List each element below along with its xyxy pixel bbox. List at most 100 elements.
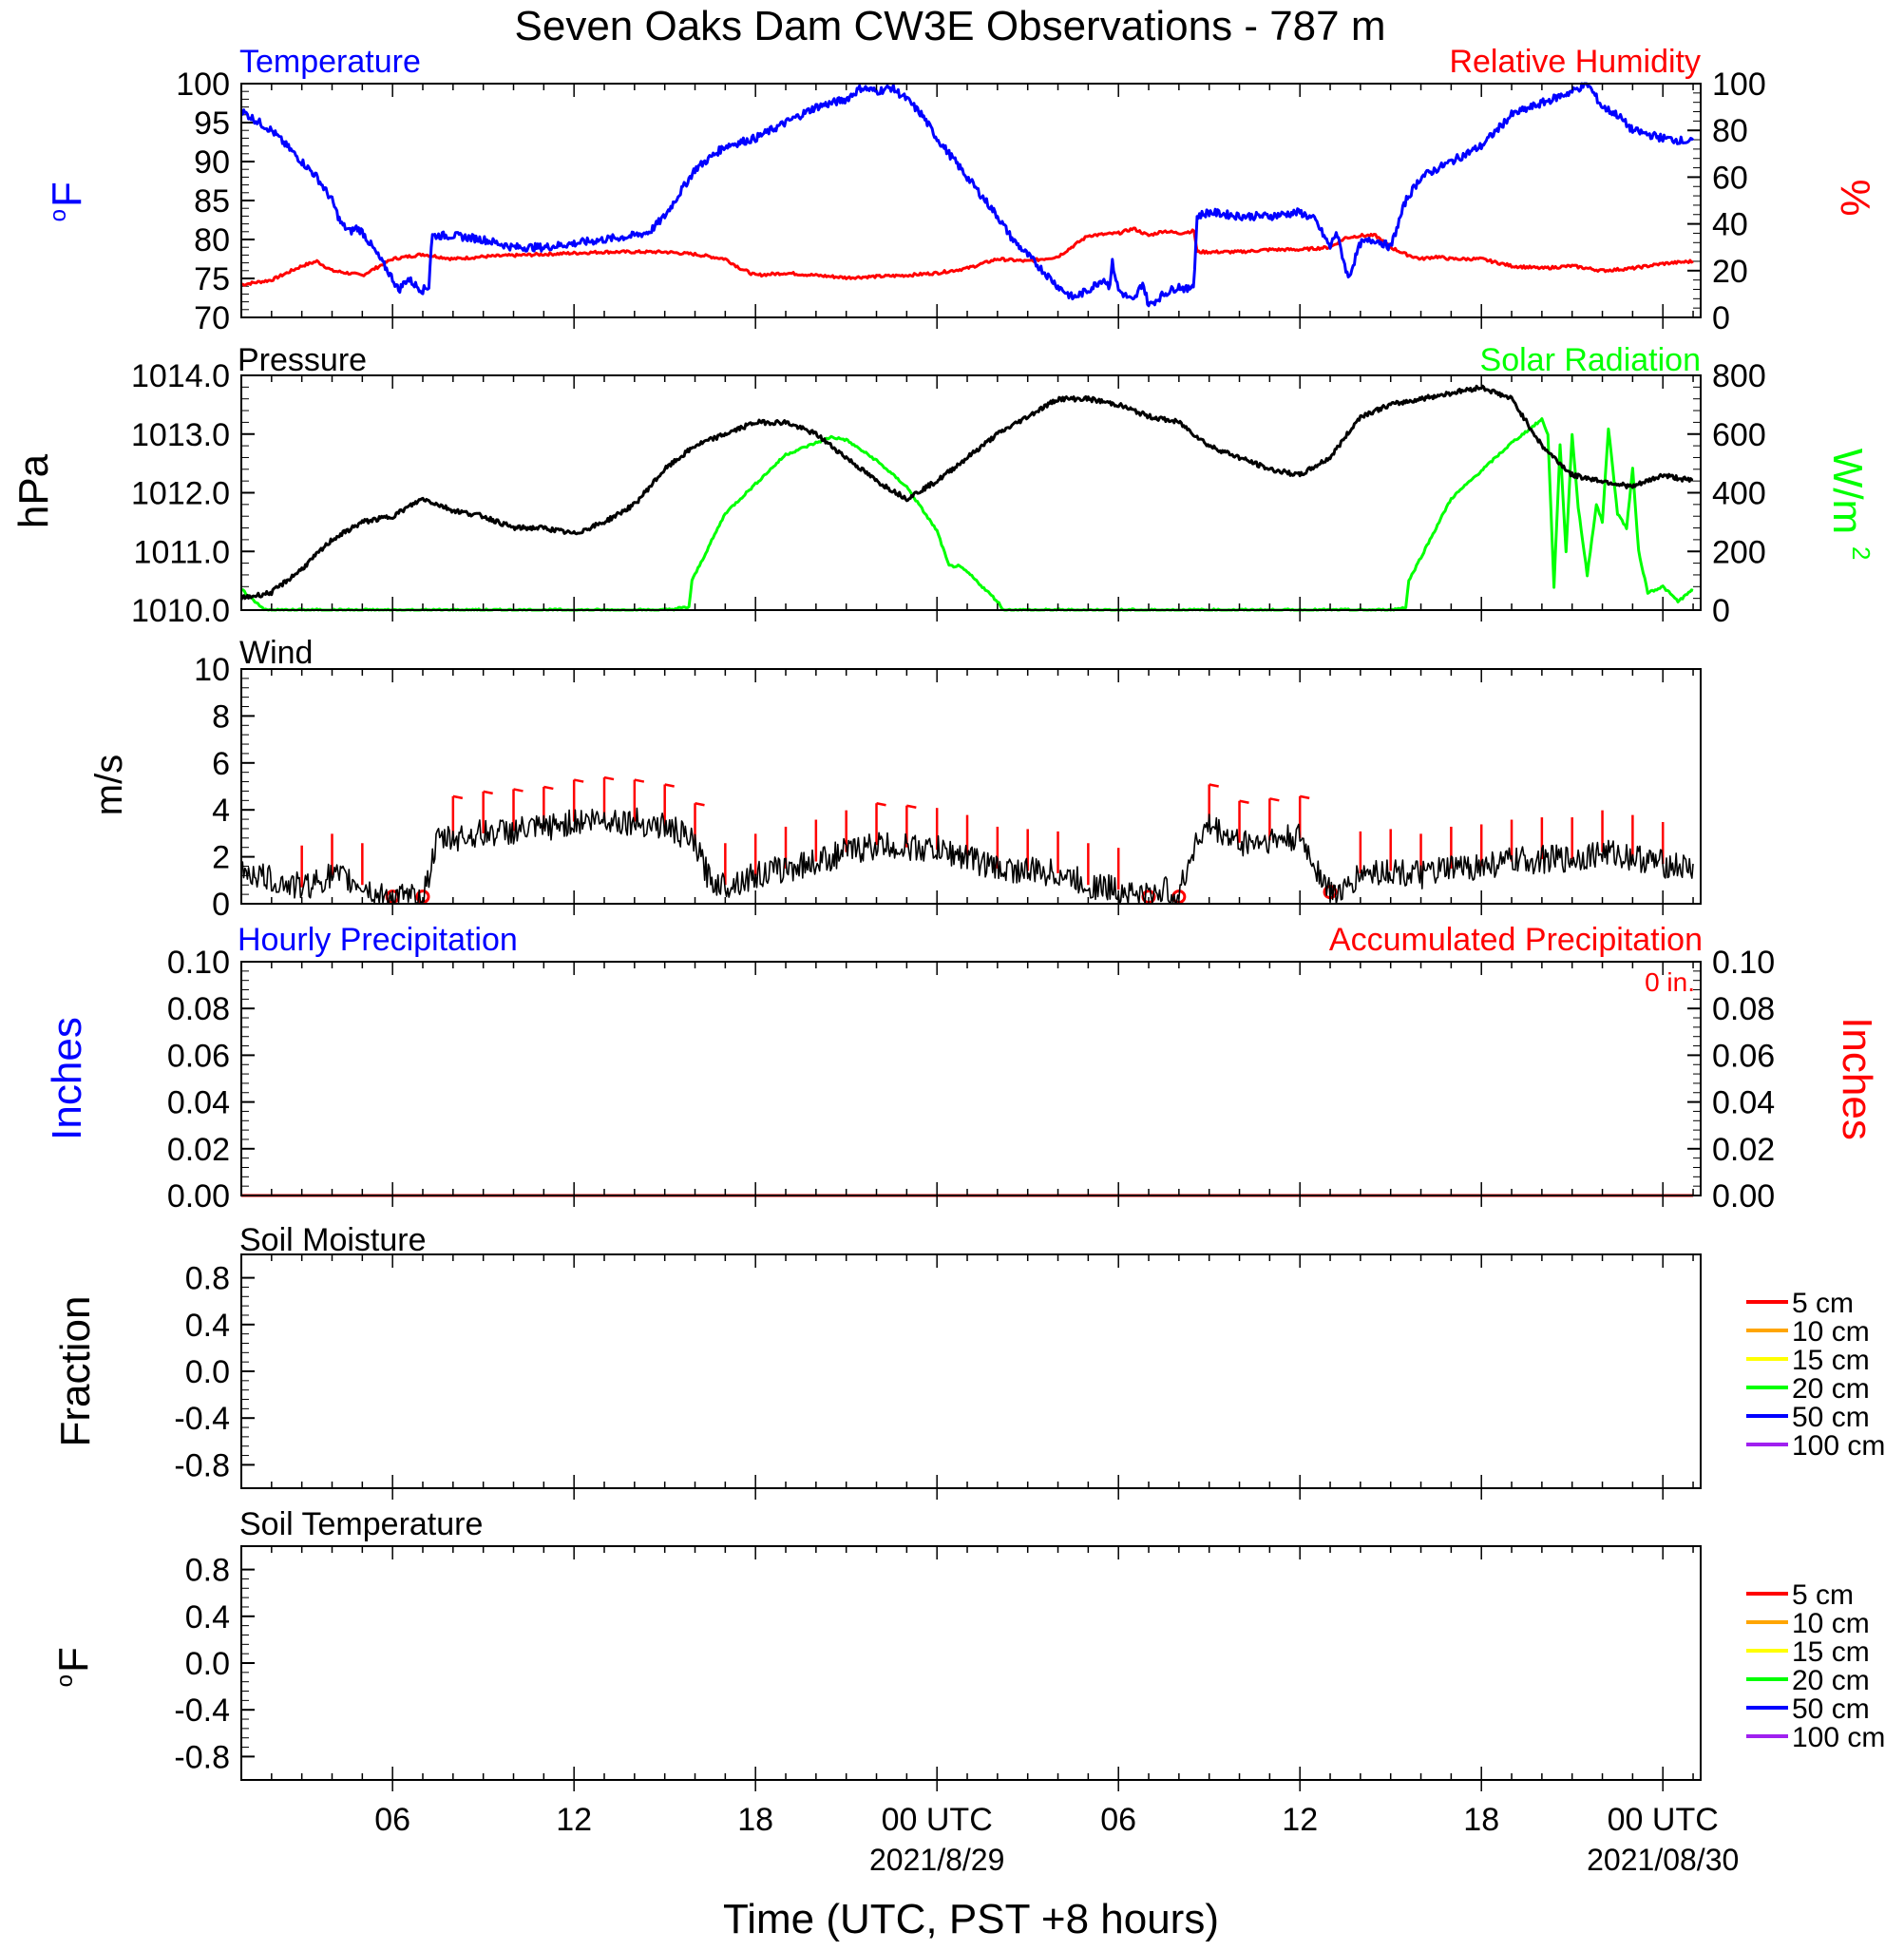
tick-label: 1013.0	[131, 417, 230, 453]
tick-label: 80	[1712, 113, 1748, 149]
tick-label: 0.0	[185, 1646, 230, 1682]
time-tick-label: 00 UTC	[1608, 1802, 1719, 1838]
hourly-precip-tick-labels: 0.00 0.02 0.04 0.06 0.08 0.10	[167, 945, 255, 1215]
wind-barb-flag	[1299, 794, 1310, 800]
tick-label: 8	[212, 698, 230, 735]
tick-label: 20	[1712, 254, 1748, 290]
tick-label: 85	[194, 183, 230, 220]
tick-label: 0.08	[167, 991, 230, 1027]
hourly-precip-ylabel: Inches	[44, 1017, 90, 1140]
tick-label: 95	[194, 105, 230, 142]
time-tick-label: 00 UTC	[882, 1802, 993, 1838]
pressure-tick-labels: 1010.0 1011.0 1012.0 1013.0 1014.0	[131, 358, 255, 629]
tick-label: 0.8	[185, 1553, 230, 1589]
humidity-title: Relative Humidity	[1449, 44, 1701, 80]
time-tick-label: 06	[1100, 1802, 1136, 1838]
wind-title: Wind	[239, 635, 313, 671]
panel-soil-moisture: Soil Moisture Fraction -0.8 -0.4 0.0 0.4 0.8…	[52, 1222, 1885, 1489]
tick-label: 40	[1712, 207, 1748, 243]
pressure-title: Pressure	[238, 342, 367, 378]
wind-barb-flag	[513, 788, 524, 793]
soil-temperature-unit-degree: o	[52, 1674, 78, 1687]
legend-label: 5 cm	[1792, 1288, 1854, 1319]
panel-soil-temperature: Soil Temperature o F -0.8 -0.4 0.0 0.4 0.8 5…	[50, 1506, 1885, 1781]
temperature-title: Temperature	[239, 44, 421, 80]
tick-label: 75	[194, 261, 230, 297]
figure-title: Seven Oaks Dam CW3E Observations - 787 m	[515, 3, 1386, 49]
tick-label: 400	[1712, 476, 1766, 512]
wind-plot-frame	[240, 668, 1702, 905]
soil-moisture-tick-labels: -0.8 -0.4 0.0 0.4 0.8	[174, 1261, 255, 1483]
tick-label: 0	[1712, 593, 1730, 629]
tick-label: 0.4	[185, 1599, 230, 1635]
tick-label: 0.08	[1712, 991, 1775, 1027]
panel-pressure: Pressure Solar Radiation hPa W/m 2 1010.…	[10, 342, 1875, 629]
tick-label: 1012.0	[131, 476, 230, 512]
wind-barb-flag	[634, 778, 645, 783]
solar-ylabel-text: W/m	[1824, 449, 1871, 534]
accum-precip-ylabel: Inches	[1834, 1017, 1880, 1140]
wind-line	[240, 807, 1694, 905]
tick-label: 6	[212, 746, 230, 782]
legend-label: 15 cm	[1792, 1636, 1870, 1668]
time-axis-label: Time (UTC, PST +8 hours)	[723, 1896, 1219, 1942]
time-tick-date: 2021/8/29	[869, 1843, 1004, 1877]
solar-ylabel: W/m 2	[1824, 449, 1875, 561]
time-tick-label: 12	[556, 1802, 592, 1838]
tick-label: 0.10	[167, 945, 230, 981]
tick-label: 0.06	[167, 1038, 230, 1074]
time-tick-label: 06	[374, 1802, 410, 1838]
tick-label: 0	[1712, 300, 1730, 336]
tick-label: 2	[212, 840, 230, 876]
tick-label: 0.8	[185, 1261, 230, 1297]
temperature-plot-frame	[240, 83, 1702, 318]
tick-label: 90	[194, 144, 230, 181]
tick-label: 0.02	[167, 1132, 230, 1168]
legend-label: 100 cm	[1792, 1722, 1885, 1753]
humidity-ylabel: %	[1832, 179, 1878, 216]
soil-temperature-title: Soil Temperature	[239, 1506, 483, 1542]
tick-label: 1010.0	[131, 593, 230, 629]
humidity-tick-labels: 0 20 40 60 80 100	[1687, 67, 1766, 336]
soil-temperature-ylabel: o F	[50, 1647, 97, 1687]
solar-tick-labels: 0 200 400 600 800	[1687, 358, 1766, 629]
temperature-ylabel: o F	[44, 182, 90, 221]
tick-label: 100	[176, 67, 230, 103]
tick-label: 10	[194, 652, 230, 688]
accum-precip-title: Accumulated Precipitation	[1329, 922, 1703, 958]
accum-precip-total: 0 in.	[1645, 967, 1695, 997]
legend-label: 100 cm	[1792, 1430, 1885, 1462]
wind-barb-flag	[452, 794, 464, 800]
soil-temperature-tick-labels: -0.8 -0.4 0.0 0.4 0.8	[174, 1553, 255, 1775]
wind-ylabel: m/s	[88, 755, 130, 815]
wind-barbs	[300, 775, 1665, 905]
tick-label: 1014.0	[131, 358, 230, 394]
pressure-plot-frame	[240, 374, 1702, 611]
wind-barb-flag	[573, 778, 584, 783]
soil-moisture-title: Soil Moisture	[239, 1222, 427, 1258]
tick-label: 0.00	[167, 1178, 230, 1215]
pressure-line	[239, 384, 1694, 601]
tick-label: -0.8	[174, 1739, 230, 1775]
tick-label: 0.04	[1712, 1085, 1775, 1121]
panel-temperature: Temperature Relative Humidity o F % 7075…	[44, 44, 1878, 336]
tick-label: 60	[1712, 160, 1748, 196]
wind-tick-labels: 0 2 4 6 8 10	[194, 652, 255, 923]
panel-wind: Wind m/s 0 2 4 6 8 10	[88, 635, 1702, 923]
legend-label: 10 cm	[1792, 1608, 1870, 1639]
legend-label: 20 cm	[1792, 1373, 1870, 1405]
tick-label: 600	[1712, 417, 1766, 453]
time-axis: 06 12 18 00 UTC 2021/8/29 06 12 18 00 UTC 2021/08…	[271, 84, 1739, 1877]
wind-barb-flag	[906, 804, 917, 809]
legend-label: 50 cm	[1792, 1693, 1870, 1725]
tick-label: 0.4	[185, 1308, 230, 1344]
legend-label: 15 cm	[1792, 1345, 1870, 1376]
wind-barb-flag	[543, 785, 554, 791]
solar-title: Solar Radiation	[1480, 342, 1701, 378]
wind-barb-flag	[1269, 797, 1280, 802]
tick-label: 0.00	[1712, 1178, 1775, 1215]
